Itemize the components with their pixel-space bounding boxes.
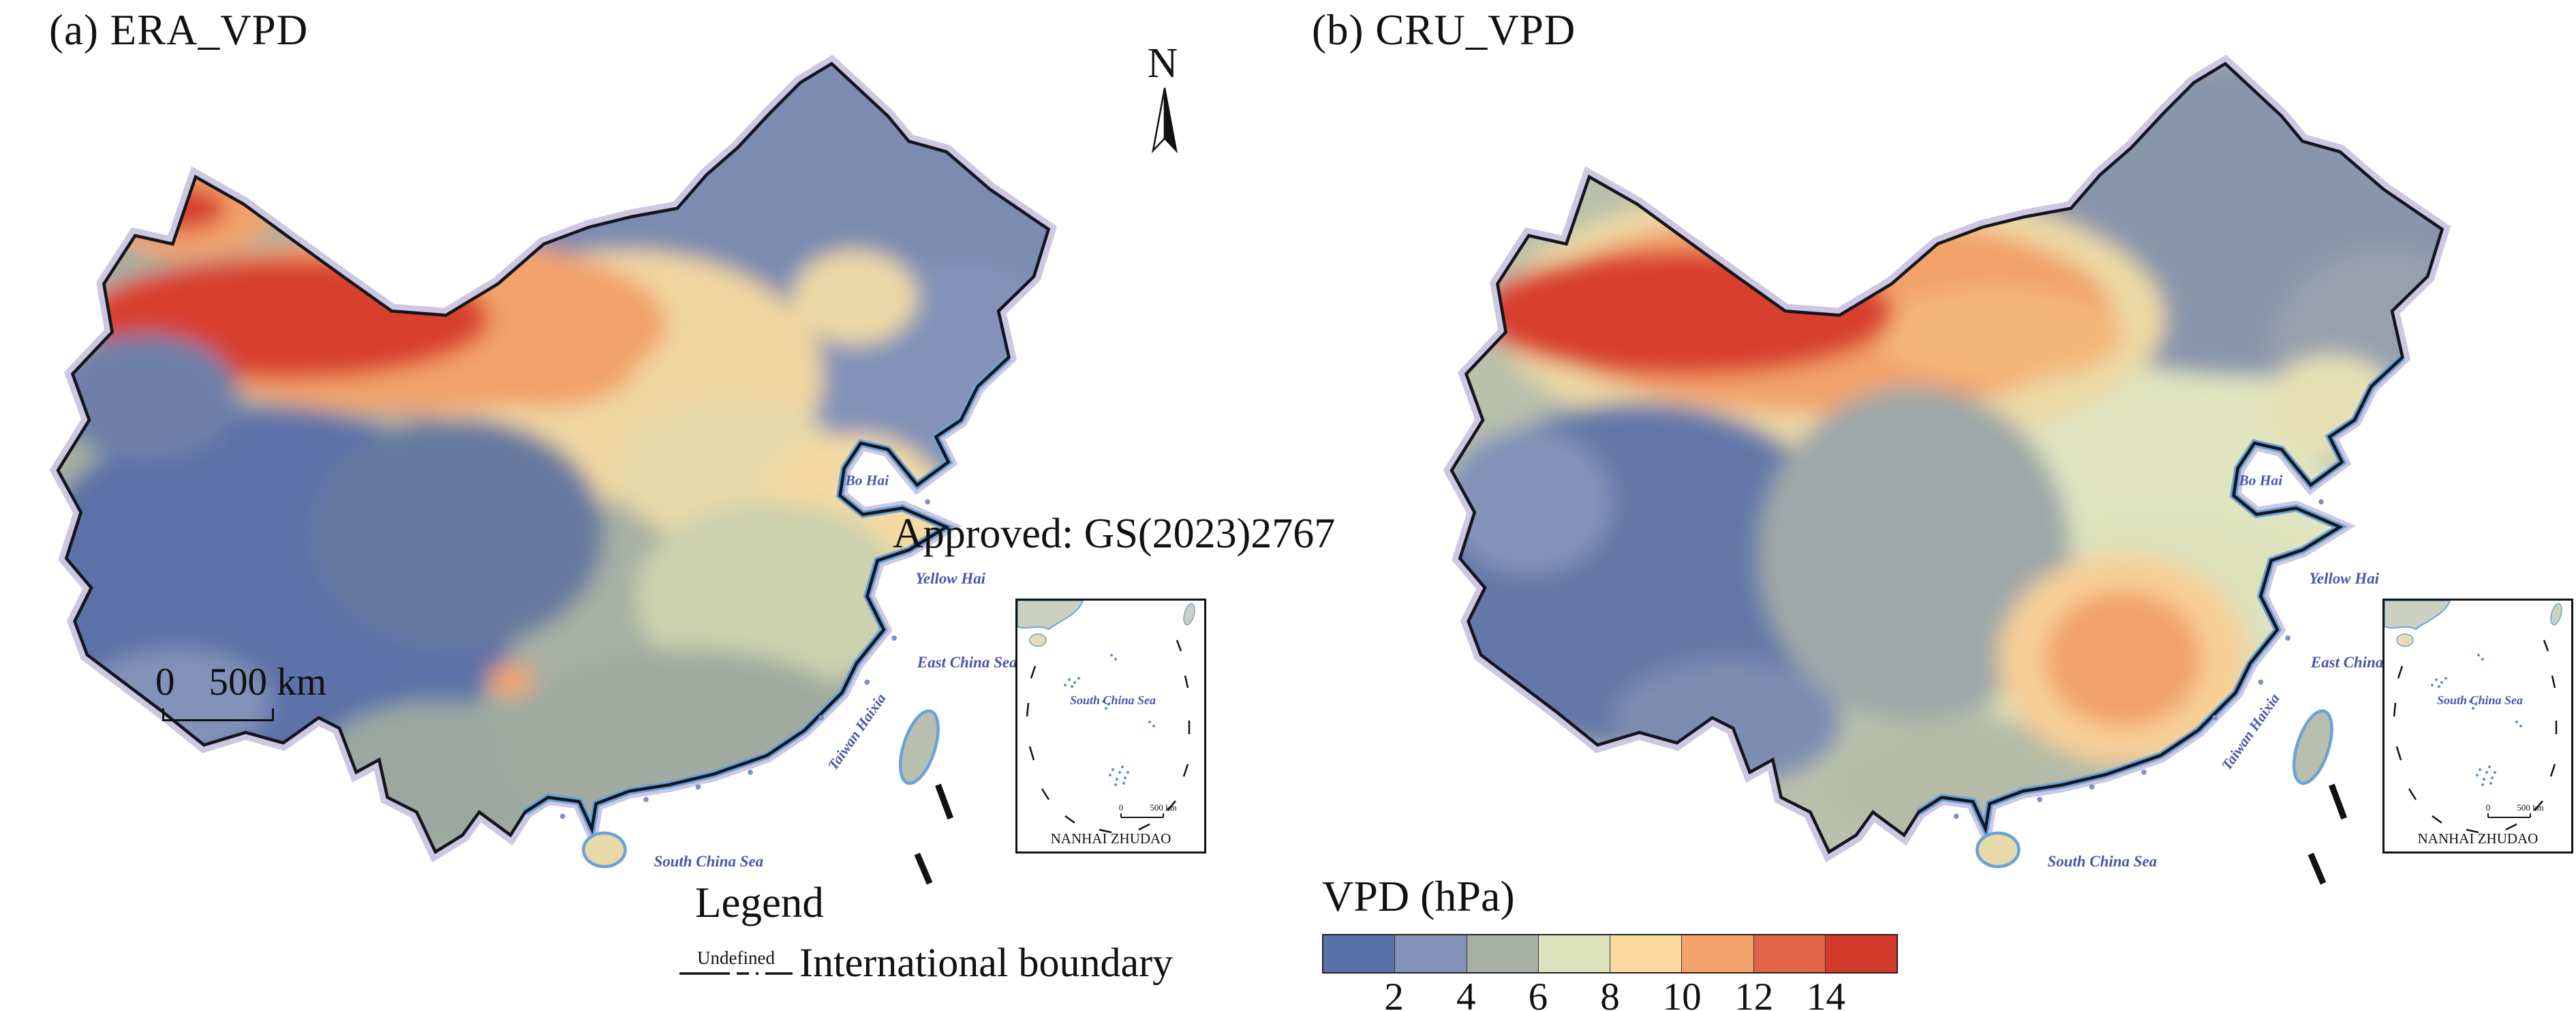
inset-scale-bar [2487,813,2531,818]
colorbar-segment [1537,935,1610,972]
colorbar-title: VPD (hPa) [1322,872,1515,920]
hainan-island [581,831,627,869]
colorbar-tick: 14 [1806,976,1845,1011]
colorbar-segment [1394,935,1467,972]
colorbar-tick: 12 [1734,976,1774,1011]
colorbar-tick: 2 [1384,976,1404,1011]
inset-islands [1064,654,1155,786]
inset-sea-label: South China Sea [2437,693,2523,707]
colorbar-tick: 10 [1662,976,1702,1011]
colorbar-segment [1753,935,1825,972]
legend-boundary-entry: Undefined International boundary [678,939,1173,986]
colorbar-segment [1824,935,1897,972]
colorbar-tick: 6 [1528,976,1548,1011]
sea-label-east-china-sea: East China Sea [917,654,1017,671]
hainan-island [1975,831,2021,869]
inset-scale-distance: 500 km [1150,802,1176,813]
inset-scale-zero: 0 [2486,802,2491,813]
colorbar-tick: 4 [1456,976,1476,1011]
inset-mainland [1017,600,1084,631]
panel-b-title: (b) CRU_VPD [1312,6,1576,54]
inset-taiwan [2550,603,2562,626]
legend-boundary-label: International boundary [799,940,1174,985]
boundary-a [56,61,1051,854]
north-label: N [1147,40,1178,87]
inset-taiwan [1183,603,1195,626]
sea-label-yellow-hai: Yellow Hai [2309,570,2379,587]
inset-dash-line [1026,639,1191,834]
inset-scale-bar [1120,813,1164,818]
colorbar-ticks: 2 4 6 8 10 12 14 [1322,975,1898,1011]
coastal-islets [1953,499,2324,819]
map-panel-a: Bo Hai Yellow Hai East China Sea Taiwan … [49,55,1058,885]
inset-dash-line [2393,639,2558,834]
scale-bar: 0 500 km [155,660,326,721]
scale-bar-distance: 500 km [209,661,327,704]
scale-bar-bracket [162,708,274,721]
colorbar-segments [1322,934,1898,974]
inset-hainan [2396,633,2414,647]
inset-islands [2431,654,2522,786]
sea-label-south-china-sea: South China Sea [654,853,763,870]
inset-title: NANHAI ZHUDAO [1051,830,1171,847]
approval-text: Approved: GS(2023)2767 [893,511,1336,557]
colorbar-segment [1681,935,1753,972]
inset-map-a: South China Sea 0 500 km NANHAI ZHUDAO [1015,599,1206,854]
international-boundary-symbol [679,972,793,975]
legend-undefined-label: Undefined [697,948,775,968]
sea-label-bo-hai: Bo Hai [845,472,889,488]
taiwan-island [2292,709,2333,785]
inset-scale-zero: 0 [1119,802,1124,813]
colorbar-segment [1323,935,1395,972]
inset-map-b: South China Sea 0 500 km NANHAI ZHUDAO [2382,599,2573,854]
colorbar-tick: 8 [1600,976,1620,1011]
map-panel-b: Bo Hai Yellow Hai East China Sea Taiwan … [1443,55,2451,885]
dash-line-segments [914,783,954,885]
inset-title: NANHAI ZHUDAO [2418,830,2539,847]
scale-bar-zero: 0 [155,661,175,704]
sea-label-yellow-hai: Yellow Hai [915,570,985,587]
taiwan-island [898,709,940,785]
legend-title: Legend [695,879,824,926]
inset-mainland [2384,600,2451,631]
coastal-islets [559,499,930,819]
inset-sea-label: South China Sea [1070,693,1156,707]
inset-hainan [1029,633,1047,647]
dash-line-segments [2307,783,2348,885]
panel-a-title: (a) ERA_VPD [49,6,309,54]
sea-label-bo-hai: Bo Hai [2239,472,2283,488]
colorbar: VPD (hPa) 2 4 6 8 10 12 14 [1322,871,1898,1011]
colorbar-segment [1466,935,1538,972]
sea-label-south-china-sea: South China Sea [2047,853,2157,870]
boundary-b [1450,61,2444,854]
colorbar-segment [1610,935,1682,972]
north-arrow-icon [1152,87,1178,153]
inset-scale-distance: 500 km [2517,802,2543,813]
